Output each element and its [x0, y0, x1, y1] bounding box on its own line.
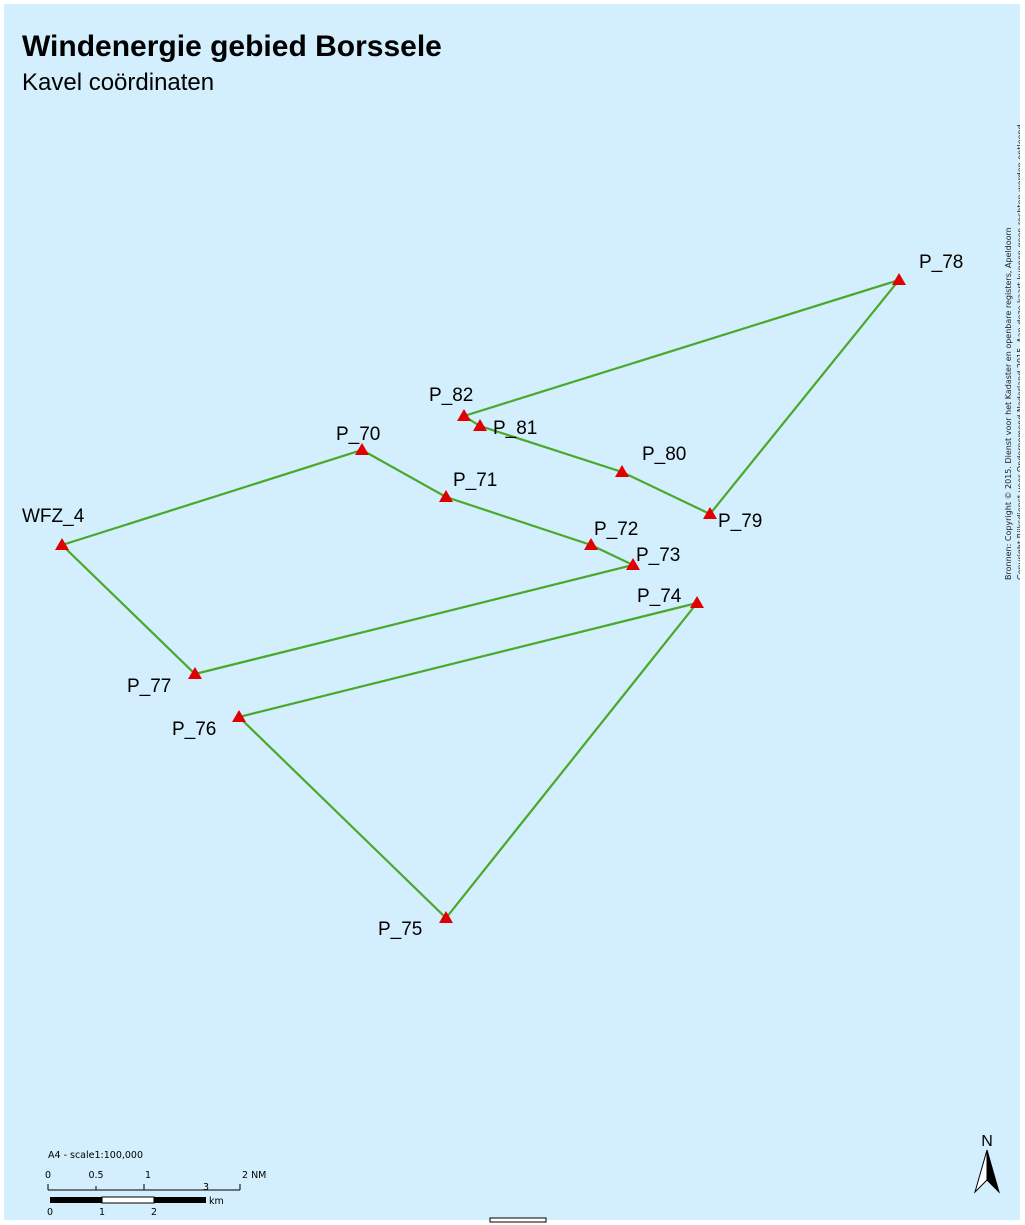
point-marker — [473, 419, 487, 431]
point-label: P_81 — [493, 418, 537, 439]
point-label: P_71 — [453, 470, 497, 491]
nm-label: 0 — [45, 1170, 51, 1181]
sources: Bronnen: Copyright © 2015. Dienst voor h… — [1004, 124, 1025, 580]
scale-bar: A4 - scale1:100,000 0 0.5 1 2 NM 0 1 2 3… — [45, 1150, 266, 1218]
point-marker — [439, 911, 453, 923]
point-marker — [892, 273, 906, 285]
source-line: Bronnen: Copyright © 2015. Dienst voor h… — [1004, 227, 1013, 580]
subtitle: Kavel coördinaten — [22, 69, 214, 96]
nm-label: 0.5 — [88, 1170, 103, 1181]
point-label: P_75 — [378, 919, 422, 940]
point-marker — [615, 465, 629, 477]
point-label: P_74 — [637, 586, 682, 607]
point-marker — [188, 667, 202, 679]
point-marker — [690, 596, 704, 608]
scale-text: A4 - scale1:100,000 — [48, 1150, 143, 1161]
point-marker — [457, 409, 471, 421]
north-arrow: N — [973, 1133, 1001, 1194]
page-marker — [489, 1217, 547, 1223]
source-line: Copyright Rijksdienst voor Ondernemend N… — [1016, 124, 1025, 580]
point-marker — [355, 443, 369, 455]
km-seg — [154, 1197, 206, 1203]
point-label: WFZ_4 — [22, 506, 85, 527]
km-label: 0 — [47, 1207, 53, 1218]
point-label: P_79 — [718, 511, 762, 532]
point-label: P_78 — [919, 252, 963, 273]
km-label: 1 — [99, 1207, 105, 1218]
point-label: P_73 — [636, 545, 680, 566]
point-marker — [232, 710, 246, 722]
plot-boundary — [236, 601, 700, 920]
point-label: P_76 — [172, 719, 216, 740]
points: WFZ_4 P_70 P_71 P_72 P_73 P_74 P_75 P_76 P_77 P_7… — [22, 252, 963, 940]
point-marker — [584, 538, 598, 550]
km-label: 2 — [151, 1207, 157, 1218]
point-marker — [626, 558, 640, 570]
point-label: P_72 — [594, 519, 638, 540]
arrow-right — [986, 1149, 1001, 1194]
km-seg — [101, 1196, 155, 1204]
km-label: 3 — [203, 1182, 209, 1193]
nm-label: 2 NM — [242, 1170, 266, 1181]
title: Windenergie gebied Borssele — [22, 30, 442, 63]
point-label: P_82 — [429, 385, 473, 406]
sea — [4, 4, 1020, 1220]
north-label: N — [981, 1133, 993, 1150]
point-label: P_70 — [336, 424, 380, 445]
point-label: P_77 — [127, 676, 171, 697]
point-label: P_80 — [642, 444, 686, 465]
km-label: km — [209, 1196, 224, 1207]
point-marker — [703, 507, 717, 519]
km-seg — [50, 1197, 102, 1203]
nm-label: 1 — [145, 1170, 151, 1181]
point-marker — [55, 538, 69, 550]
point-marker — [439, 490, 453, 502]
